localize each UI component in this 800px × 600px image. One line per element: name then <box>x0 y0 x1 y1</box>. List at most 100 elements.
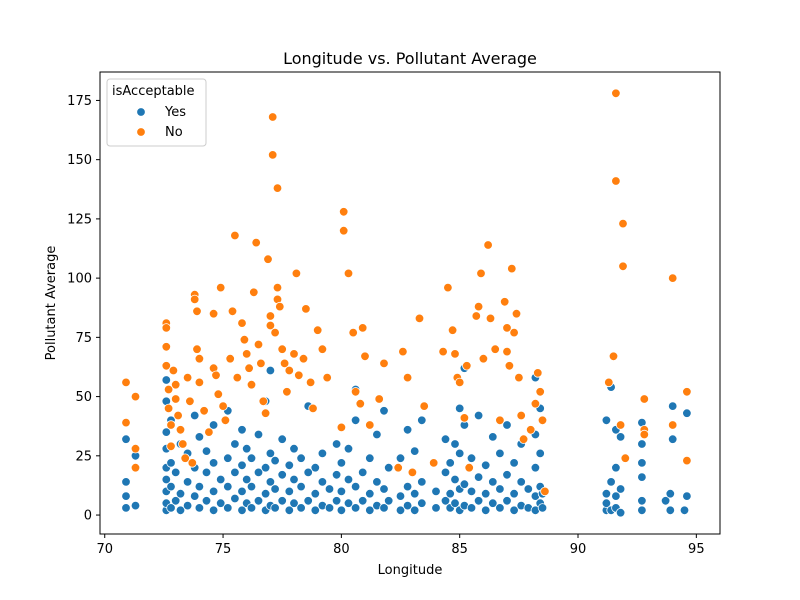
data-point <box>237 460 247 471</box>
data-point <box>395 491 406 501</box>
data-point <box>258 396 269 407</box>
data-point <box>343 498 354 508</box>
data-point <box>350 415 361 426</box>
legend-label-yes: Yes <box>164 105 186 120</box>
data-point <box>407 467 418 478</box>
data-point <box>384 496 394 506</box>
data-point <box>365 489 375 499</box>
data-point <box>253 339 264 350</box>
data-point <box>516 477 526 487</box>
data-point <box>194 432 205 442</box>
data-point <box>201 467 212 478</box>
data-point <box>246 481 257 492</box>
data-point <box>447 325 458 335</box>
data-point <box>455 377 465 388</box>
data-point <box>358 467 368 478</box>
data-point <box>175 489 186 499</box>
data-point <box>466 486 477 497</box>
data-point <box>402 372 413 383</box>
data-point <box>514 372 524 383</box>
data-point <box>450 474 460 485</box>
data-point <box>284 486 295 497</box>
data-point <box>339 207 349 217</box>
data-point <box>270 455 280 466</box>
data-point <box>336 486 347 497</box>
data-point <box>601 498 612 508</box>
data-point <box>379 406 389 416</box>
data-point <box>414 313 425 324</box>
data-point <box>665 489 676 499</box>
data-point <box>445 489 455 499</box>
data-point <box>277 496 287 506</box>
data-point <box>526 425 536 435</box>
data-point <box>490 344 500 354</box>
data-point <box>180 453 190 463</box>
data-point <box>121 434 131 444</box>
x-tick-label: 75 <box>215 542 232 557</box>
y-tick-label: 175 <box>67 94 92 109</box>
data-point <box>488 498 498 508</box>
data-point <box>459 479 470 489</box>
data-point <box>682 408 692 418</box>
data-point <box>601 489 612 499</box>
data-point <box>265 311 276 321</box>
data-point <box>201 446 212 456</box>
data-point <box>500 297 510 307</box>
data-point <box>431 486 441 497</box>
data-point <box>249 287 259 298</box>
data-point <box>618 218 628 229</box>
data-point <box>358 496 368 506</box>
data-point <box>208 309 219 319</box>
data-point <box>402 425 413 435</box>
data-point <box>509 489 519 499</box>
data-point <box>615 484 626 494</box>
data-point <box>121 477 131 487</box>
data-point <box>464 463 474 473</box>
plot-area <box>121 88 692 518</box>
data-point <box>611 176 621 186</box>
data-point <box>208 458 219 468</box>
data-point <box>121 417 131 428</box>
data-point <box>185 396 195 407</box>
data-point <box>481 505 491 516</box>
y-tick-label: 125 <box>67 212 92 227</box>
data-point <box>665 505 676 516</box>
data-point <box>232 372 243 383</box>
data-point <box>189 410 200 421</box>
legend: isAcceptable Yes No <box>106 78 207 147</box>
data-point <box>223 503 233 513</box>
series-yes <box>121 363 692 518</box>
x-tick-label: 70 <box>96 542 113 557</box>
data-point <box>166 503 176 513</box>
data-point <box>384 463 394 473</box>
data-point <box>481 460 491 471</box>
data-point <box>272 183 283 193</box>
data-point <box>301 304 311 314</box>
data-point <box>459 413 470 423</box>
data-point <box>213 389 224 399</box>
data-point <box>502 470 512 480</box>
data-point <box>270 503 280 513</box>
data-point <box>379 358 389 369</box>
x-tick-label: 85 <box>451 542 468 557</box>
data-point <box>606 477 616 487</box>
data-point <box>246 380 257 390</box>
data-point <box>289 349 299 359</box>
data-point <box>440 467 451 478</box>
data-point <box>208 420 219 430</box>
data-point <box>445 458 455 468</box>
legend-marker-yes <box>136 107 146 117</box>
data-point <box>272 282 283 293</box>
data-point <box>481 489 491 499</box>
data-point <box>410 446 420 456</box>
data-point <box>372 429 382 440</box>
data-point <box>251 237 261 248</box>
data-point <box>130 391 141 402</box>
data-point <box>615 508 626 518</box>
x-axis-title: Longitude <box>378 563 443 578</box>
data-point <box>161 474 172 485</box>
data-point <box>303 496 313 506</box>
data-point <box>161 323 172 333</box>
data-point <box>438 346 448 357</box>
data-point <box>365 453 375 463</box>
